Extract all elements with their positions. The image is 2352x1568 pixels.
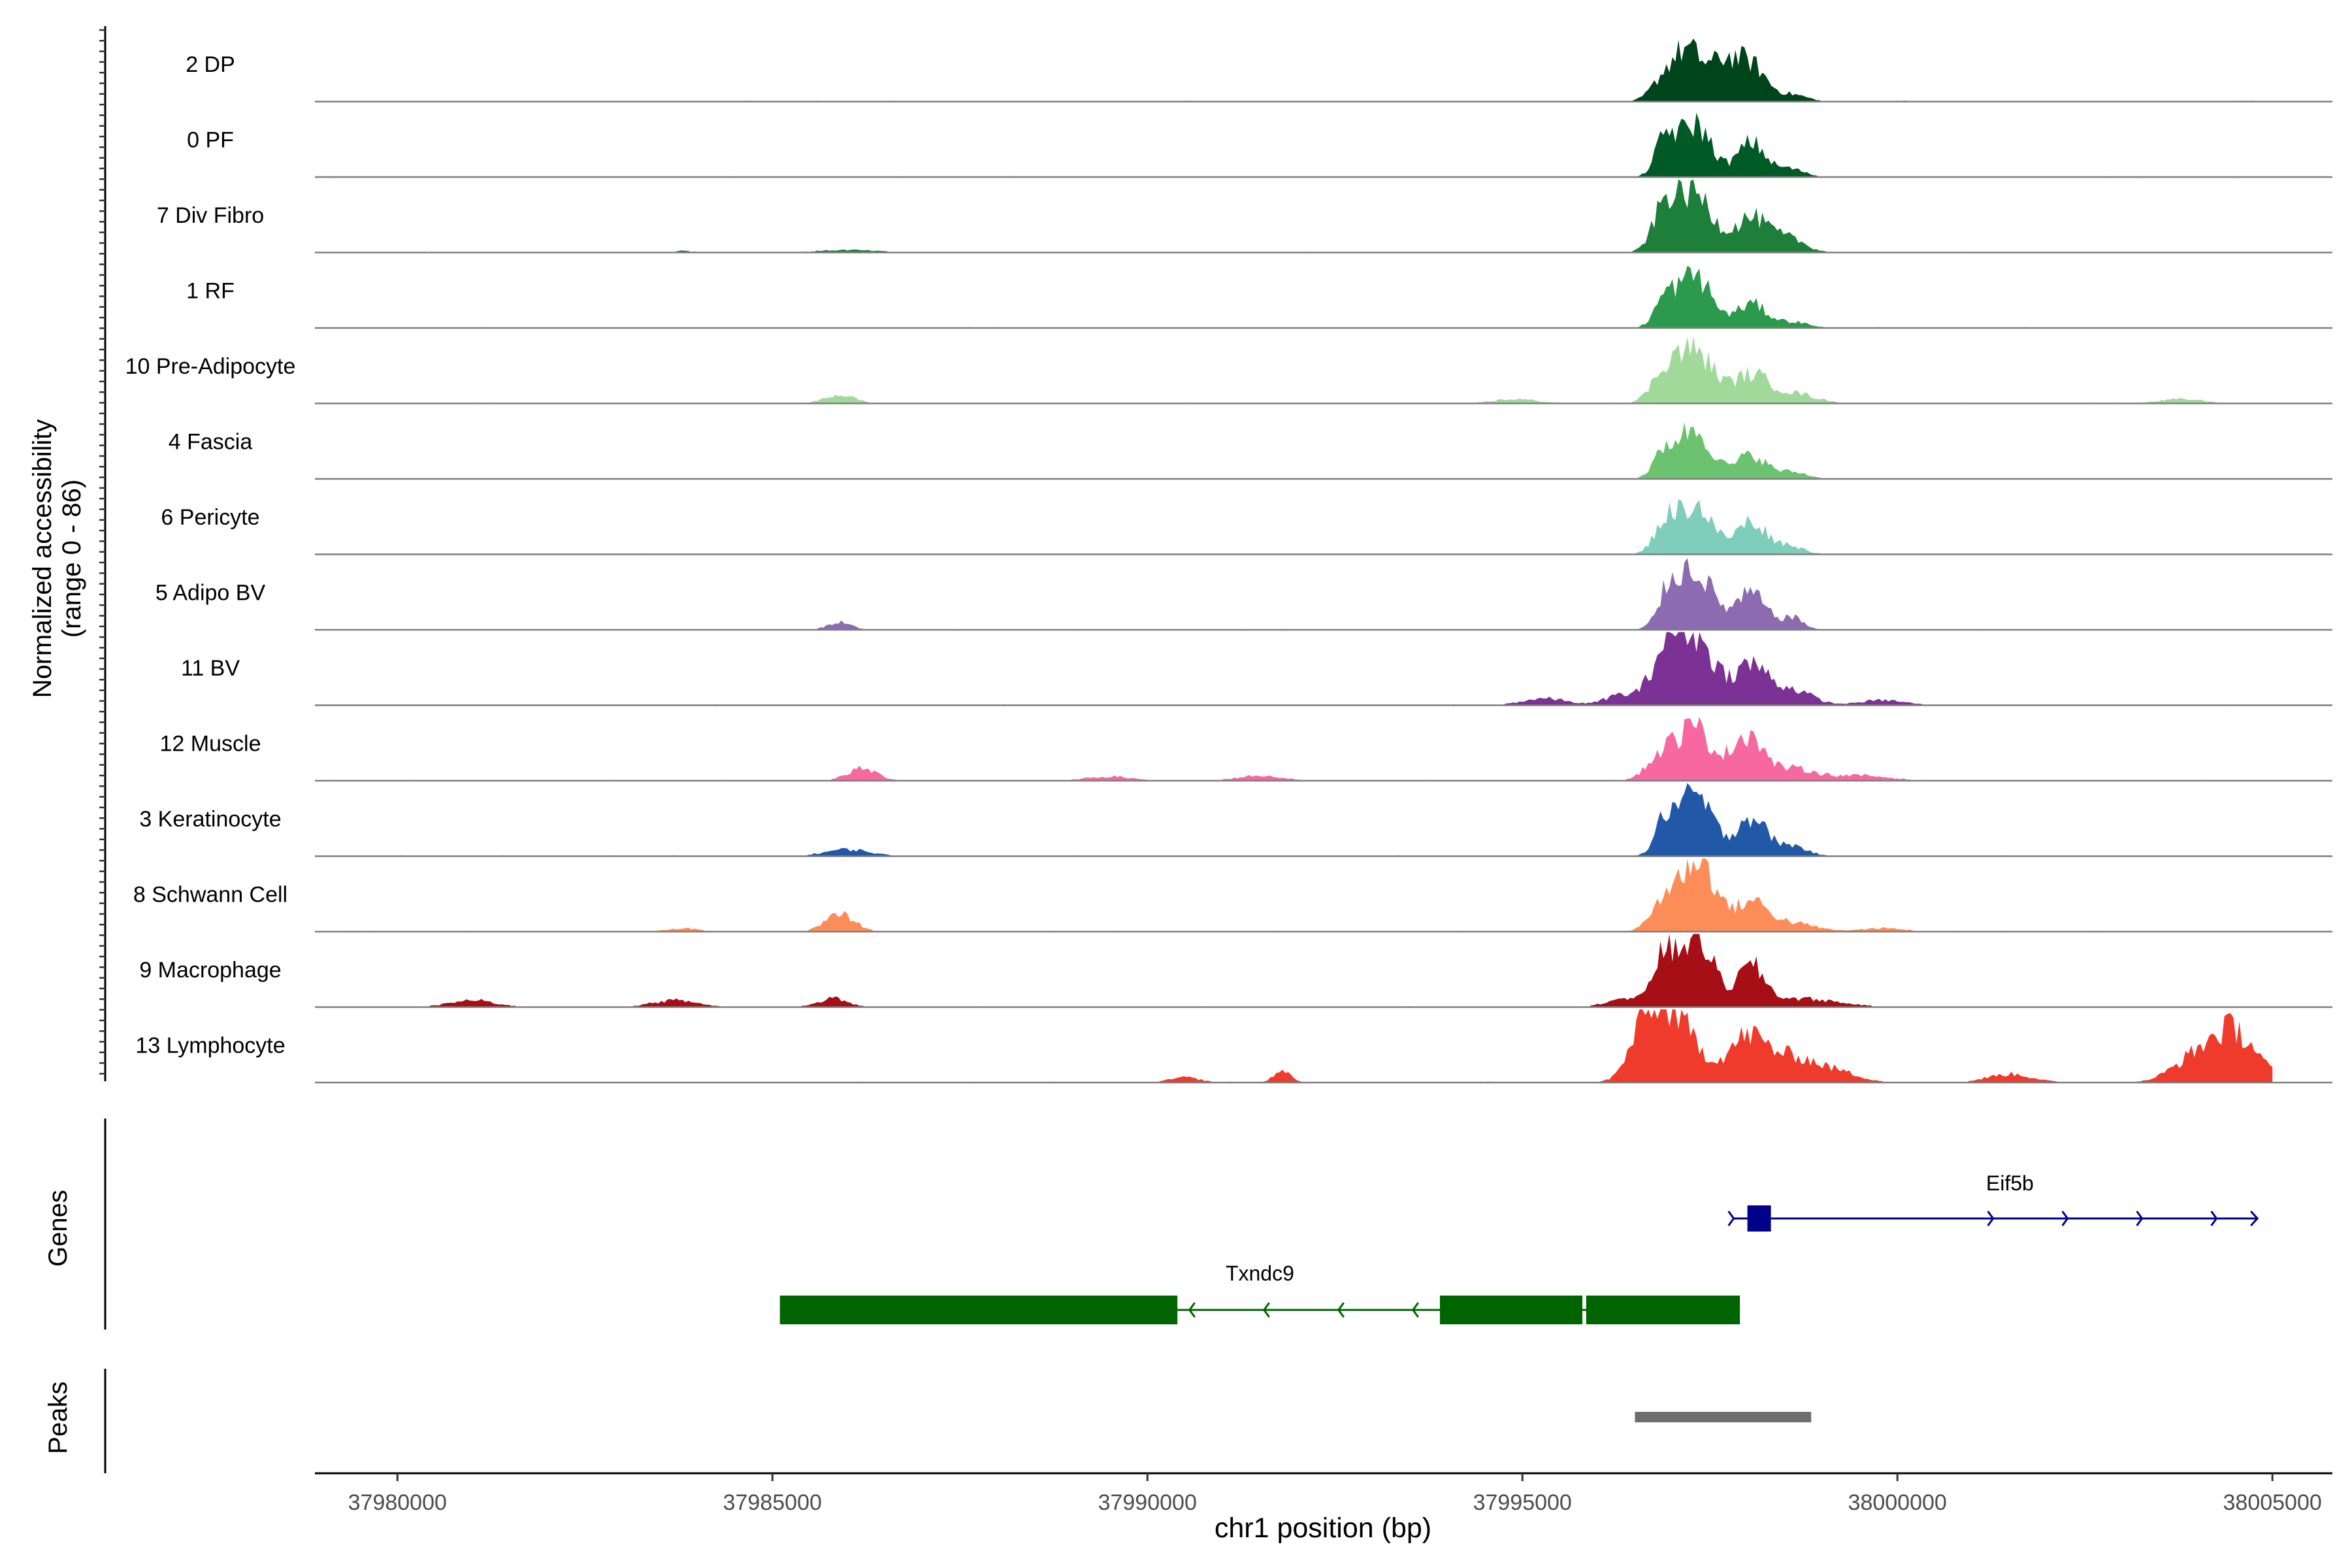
x-tick-label: 38005000 bbox=[2223, 1490, 2322, 1515]
track-6-pericyte: 6 Pericyte bbox=[161, 499, 2332, 555]
coverage-area bbox=[322, 558, 2273, 630]
y-axis-title-line1: Normalized accessibility bbox=[28, 419, 57, 698]
track-9-macrophage: 9 Macrophage bbox=[139, 934, 2332, 1008]
track-4-fascia: 4 Fascia bbox=[169, 422, 2332, 480]
coverage-area bbox=[322, 717, 2273, 781]
track-7-div-fibro: 7 Div Fibro bbox=[157, 179, 2332, 253]
track-10-pre-adipocyte: 10 Pre-Adipocyte bbox=[125, 336, 2332, 404]
track-label: 0 PF bbox=[187, 128, 234, 153]
strand-arrow bbox=[2250, 1210, 2259, 1227]
track-12-muscle: 12 Muscle bbox=[160, 717, 2332, 782]
track-label: 3 Keratinocyte bbox=[139, 807, 281, 832]
y-axis-title-line2: (range 0 - 86) bbox=[57, 480, 86, 638]
genes-panel-label: Genes bbox=[44, 1190, 73, 1267]
strand-arrow bbox=[1262, 1302, 1270, 1318]
coverage-area bbox=[322, 179, 2273, 253]
track-label: 11 BV bbox=[181, 656, 240, 681]
coverage-area bbox=[322, 1009, 2273, 1083]
peaks-panel bbox=[104, 1369, 1812, 1473]
gene-label: Eif5b bbox=[1986, 1171, 2034, 1195]
gene-exon bbox=[1747, 1205, 1771, 1232]
coverage-area bbox=[322, 39, 2273, 102]
peak-region bbox=[1635, 1412, 1812, 1422]
track-5-adipo-bv: 5 Adipo BV bbox=[155, 558, 2332, 631]
peaks-panel-label: Peaks bbox=[44, 1381, 73, 1454]
coverage-tracks: 2 DP 0 PF 7 Div Fibro 1 RF 10 Pre-Adipocyte 4… bbox=[125, 39, 2332, 1084]
gene-txndc9: Txndc9 bbox=[779, 1262, 1740, 1324]
strand-arrow bbox=[1987, 1211, 1995, 1226]
coverage-area bbox=[322, 499, 2273, 555]
track-label: 2 DP bbox=[186, 52, 235, 77]
track-2-dp: 2 DP bbox=[186, 39, 2332, 103]
gene-annotation-panel: Eif5b Txndc9 bbox=[104, 1119, 2259, 1330]
track-label: 13 Lymphocyte bbox=[135, 1034, 285, 1058]
track-13-lymphocyte: 13 Lymphocyte bbox=[135, 1009, 2332, 1084]
coverage-area bbox=[322, 783, 2273, 857]
x-tick-label: 38000000 bbox=[1848, 1490, 1947, 1515]
gene-exon bbox=[1586, 1296, 1740, 1324]
gene-exon bbox=[779, 1296, 1178, 1324]
strand-arrow bbox=[1411, 1302, 1419, 1318]
gene-eif5b: Eif5b bbox=[1727, 1171, 2259, 1232]
track-label: 6 Pericyte bbox=[161, 505, 259, 530]
strand-arrow bbox=[1727, 1211, 1735, 1226]
x-tick-label: 37985000 bbox=[723, 1490, 822, 1515]
coverage-area bbox=[322, 336, 2273, 404]
x-axis: 37980000 37985000 37990000 37995000 38000000… bbox=[315, 1472, 2332, 1515]
track-label: 9 Macrophage bbox=[139, 958, 281, 983]
track-label: 5 Adipo BV bbox=[155, 581, 266, 606]
coverage-area bbox=[322, 858, 2273, 932]
x-tick-label: 37990000 bbox=[1098, 1490, 1197, 1515]
coverage-area bbox=[322, 422, 2273, 479]
track-label: 10 Pre-Adipocyte bbox=[125, 354, 296, 379]
track-8-schwann-cell: 8 Schwann Cell bbox=[133, 858, 2332, 933]
strand-arrow bbox=[2210, 1211, 2218, 1226]
track-11-bv: 11 BV bbox=[181, 632, 2332, 706]
track-label: 4 Fascia bbox=[169, 430, 253, 455]
coverage-area bbox=[322, 112, 2273, 177]
coverage-area bbox=[322, 265, 2273, 328]
coverage-area bbox=[322, 632, 2273, 706]
strand-arrow bbox=[1337, 1302, 1345, 1318]
track-label: 8 Schwann Cell bbox=[133, 883, 287, 907]
track-3-keratinocyte: 3 Keratinocyte bbox=[139, 783, 2332, 857]
strand-arrow bbox=[1188, 1302, 1196, 1318]
coverage-area bbox=[322, 934, 2273, 1007]
gene-exon bbox=[1439, 1296, 1583, 1324]
x-axis-title: chr1 position (bp) bbox=[1215, 1512, 1431, 1544]
gene-label: Txndc9 bbox=[1226, 1262, 1294, 1285]
x-tick-label: 37995000 bbox=[1473, 1490, 1572, 1515]
track-label: 1 RF bbox=[186, 279, 235, 304]
track-label: 12 Muscle bbox=[160, 732, 261, 757]
strand-arrow bbox=[2136, 1211, 2144, 1226]
track-label: 7 Div Fibro bbox=[157, 203, 264, 228]
strand-arrow bbox=[2061, 1211, 2069, 1226]
track-0-pf: 0 PF bbox=[187, 112, 2332, 178]
track-1-rf: 1 RF bbox=[186, 265, 2332, 329]
x-tick-label: 37980000 bbox=[348, 1490, 447, 1515]
y-axis bbox=[99, 26, 106, 1081]
